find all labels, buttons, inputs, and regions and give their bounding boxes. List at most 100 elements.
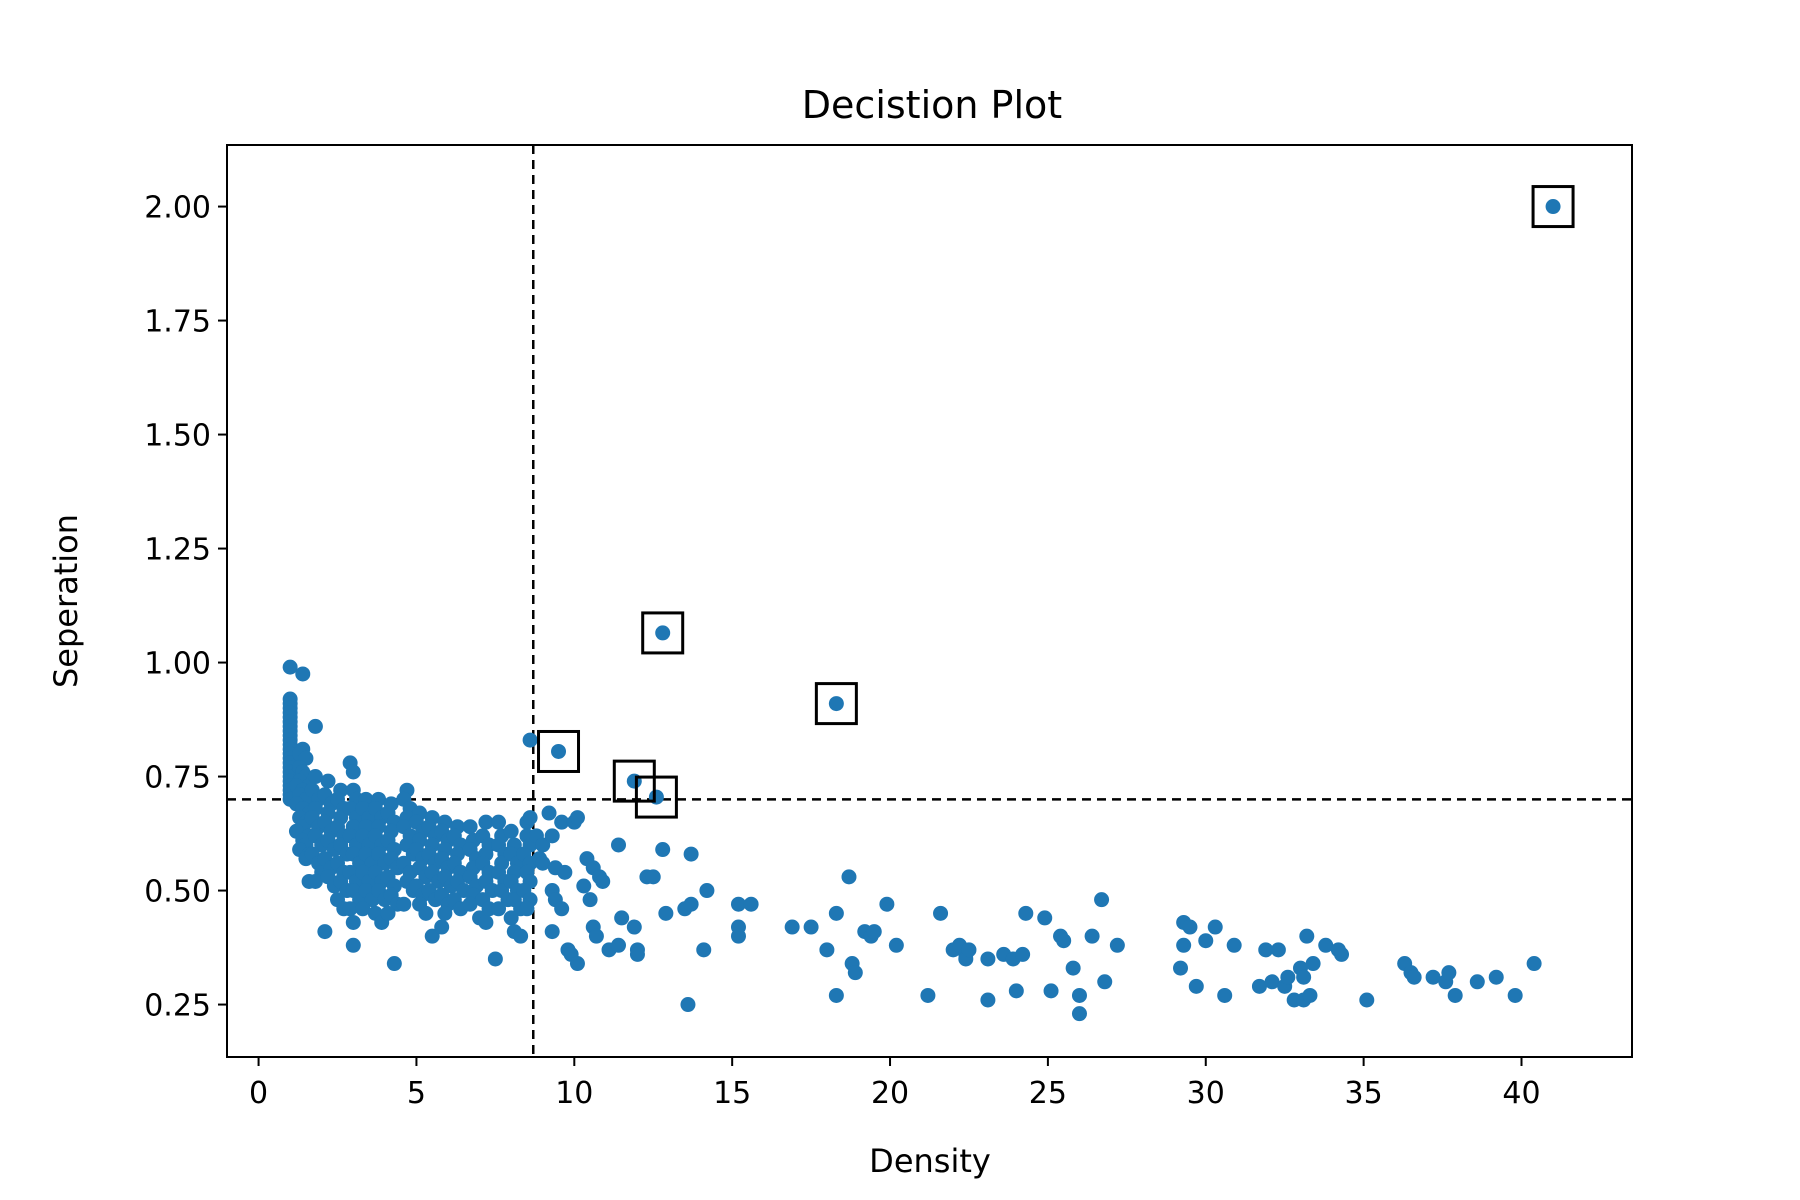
data-point [355,901,371,917]
data-point [1526,956,1542,972]
data-point [295,666,311,682]
data-point [1037,910,1053,926]
cluster-center-marker [634,775,678,819]
data-point [1094,892,1110,908]
data-point [554,814,570,830]
data-point [655,625,671,641]
data-point [541,805,557,821]
data-point [626,919,642,935]
data-point [730,928,746,944]
data-point [282,659,298,675]
x-tick-label: 10 [555,1076,593,1111]
data-point [307,718,323,734]
data-point [1008,983,1024,999]
data-point [611,937,627,953]
data-point [1334,946,1350,962]
cluster-center-markers [537,185,1575,819]
data-point [595,873,611,889]
data-point [803,919,819,935]
data-point [307,873,323,889]
data-point [396,896,412,912]
data-point [980,951,996,967]
data-point [629,946,645,962]
data-point [1270,942,1286,958]
y-tick-label: 1.25 [144,533,211,568]
data-point [1507,987,1523,1003]
data-point [569,956,585,972]
data-point [1359,992,1375,1008]
x-tick-label: 35 [1345,1076,1383,1111]
x-axis-label: Density [869,1142,991,1180]
data-point [1251,978,1267,994]
data-point [614,910,630,926]
data-point [345,914,361,930]
data-point [680,997,696,1013]
data-point [696,942,712,958]
data-point [1043,983,1059,999]
data-point [522,732,538,748]
cluster-center-marker [1531,185,1575,229]
x-tick-label: 5 [407,1076,426,1111]
data-point [1488,969,1504,985]
data-point [743,896,759,912]
data-point [879,896,895,912]
data-point [1056,933,1072,949]
data-point [784,919,800,935]
data-point [342,901,358,917]
x-tick-label: 40 [1502,1076,1540,1111]
data-point [645,869,661,885]
data-point [424,928,440,944]
data-point [658,905,674,921]
data-point [569,810,585,826]
data-point [1065,960,1081,976]
data-point [434,919,450,935]
data-point [513,928,529,944]
data-point [1280,969,1296,985]
data-point [522,810,538,826]
data-point [1302,987,1318,1003]
data-point [535,837,551,853]
data-point [1469,974,1485,990]
data-point [866,924,882,940]
data-point [1318,937,1334,953]
x-tick-label: 15 [713,1076,751,1111]
data-point [1097,974,1113,990]
data-point [961,942,977,958]
data-point [1296,969,1312,985]
data-point [544,828,560,844]
data-point [478,914,494,930]
data-point [1406,969,1422,985]
data-point [1176,937,1192,953]
cluster-center-marker [641,611,685,655]
data-point [828,987,844,1003]
data-point [828,696,844,712]
data-point [582,892,598,908]
data-point [386,956,402,972]
data-point [1188,978,1204,994]
data-point [418,905,434,921]
axes-frame [226,144,1633,1058]
y-tick-label: 1.50 [144,419,211,454]
y-tick-label: 2.00 [144,191,211,226]
x-axis-ticks: 0 5 10 15 20 25 30 35 40 [249,1057,1541,1111]
x-tick-label: 0 [249,1076,268,1111]
data-point [1071,987,1087,1003]
data-point [491,814,507,830]
data-point [847,965,863,981]
x-tick-label: 25 [1029,1076,1067,1111]
data-point [1071,1006,1087,1022]
data-point [1109,937,1125,953]
data-point [462,819,478,835]
data-point [1198,933,1214,949]
data-point [320,773,336,789]
data-point [576,878,592,894]
cluster-center-marker [537,729,581,773]
chart-title: Decistion Plot [802,83,1062,127]
data-point [535,855,551,871]
data-point [1258,942,1274,958]
data-point [1015,946,1031,962]
data-point [1207,919,1223,935]
data-point [557,864,573,880]
